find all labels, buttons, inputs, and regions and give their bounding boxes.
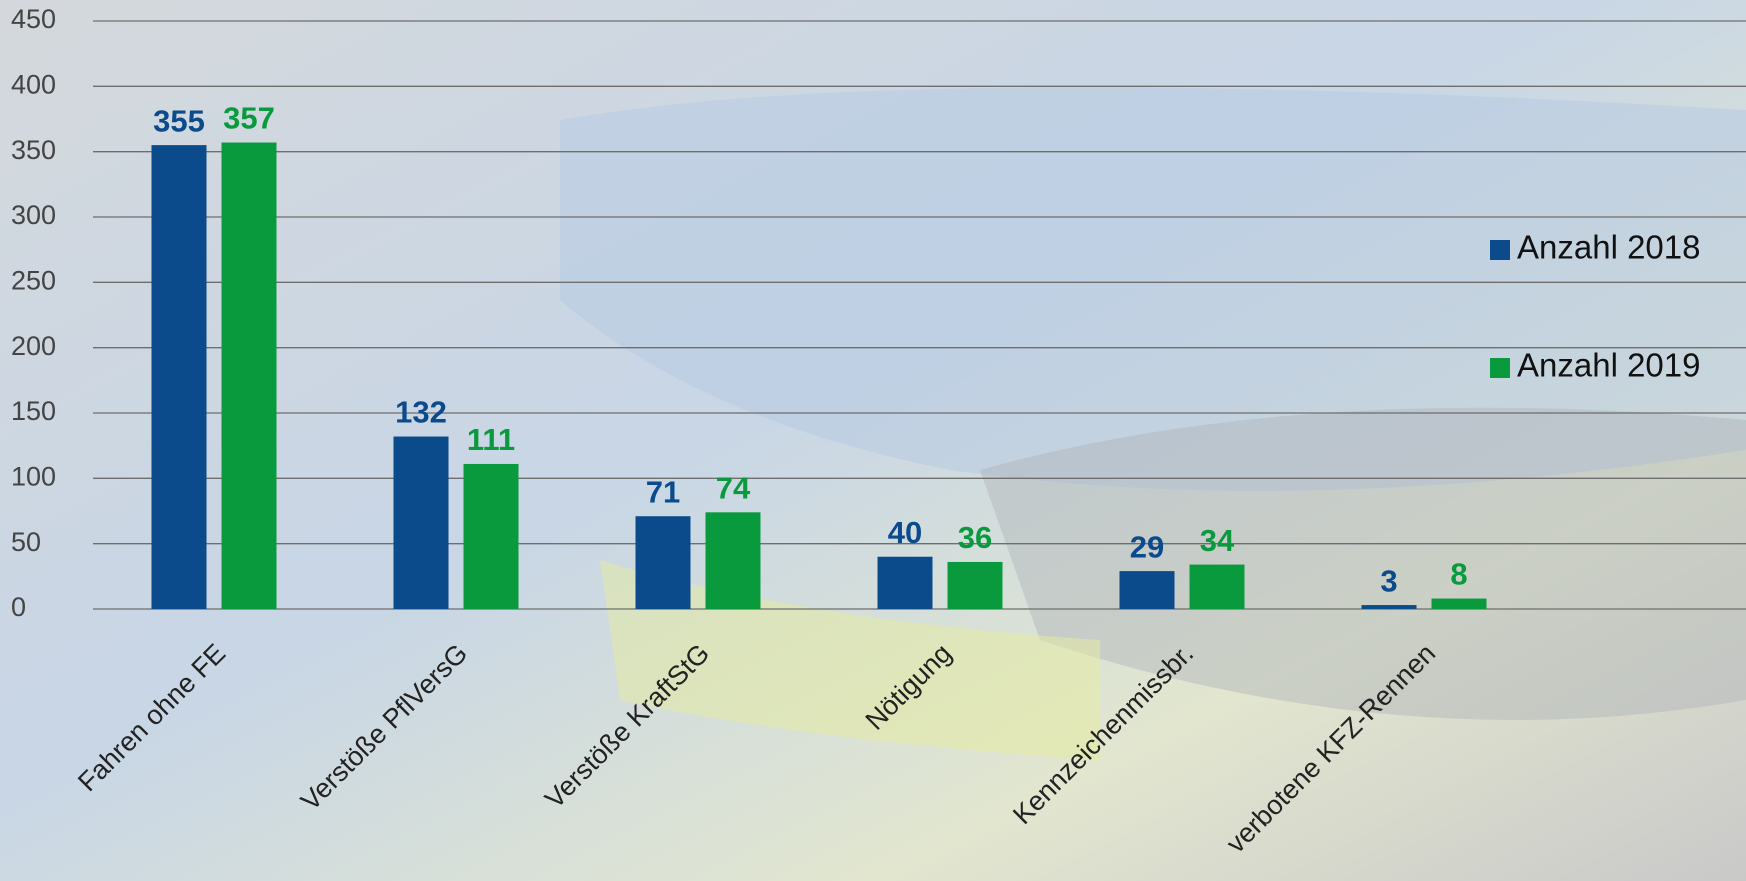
background-shape	[980, 407, 1746, 720]
bar	[947, 561, 1003, 609]
y-tick-label: 100	[11, 461, 56, 491]
data-label: 34	[1200, 523, 1235, 558]
bar	[393, 436, 449, 609]
data-label: 8	[1450, 557, 1467, 592]
y-tick-label: 350	[11, 135, 56, 165]
y-tick-label: 250	[11, 265, 56, 295]
bar	[877, 556, 933, 609]
legend-swatch	[1490, 240, 1510, 260]
data-label: 357	[223, 101, 275, 136]
legend-swatch	[1490, 358, 1510, 378]
y-tick-label: 450	[11, 4, 56, 34]
bar	[463, 463, 519, 609]
legend-label: Anzahl 2019	[1517, 347, 1700, 384]
data-label: 71	[646, 474, 680, 509]
data-label: 111	[467, 422, 515, 457]
y-tick-label: 50	[11, 527, 41, 557]
y-tick-label: 200	[11, 331, 56, 361]
bar	[151, 145, 207, 609]
data-label: 29	[1130, 529, 1164, 564]
data-label: 36	[958, 520, 992, 555]
bar	[1361, 605, 1417, 609]
data-label: 3	[1380, 563, 1397, 598]
data-label: 40	[888, 515, 922, 550]
bar	[1189, 564, 1245, 609]
bar	[635, 516, 691, 609]
data-label: 132	[395, 395, 447, 430]
bar	[705, 512, 761, 609]
background-shape	[600, 560, 1100, 760]
bar	[1119, 571, 1175, 609]
background-shape	[560, 87, 1746, 491]
y-tick-label: 400	[11, 69, 56, 99]
bar	[221, 142, 277, 609]
legend-label: Anzahl 2018	[1517, 229, 1700, 266]
y-tick-label: 300	[11, 200, 56, 230]
y-tick-label: 150	[11, 396, 56, 426]
data-label: 74	[716, 470, 751, 505]
bar	[1431, 598, 1487, 609]
y-tick-label: 0	[11, 592, 26, 622]
data-label: 355	[153, 103, 205, 138]
